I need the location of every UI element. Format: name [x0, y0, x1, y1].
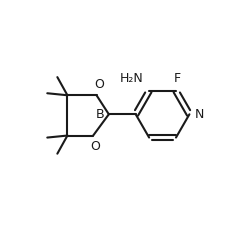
Text: O: O — [90, 140, 100, 152]
Text: O: O — [94, 78, 104, 91]
Text: F: F — [174, 72, 181, 85]
Text: B: B — [96, 108, 105, 121]
Text: H₂N: H₂N — [120, 72, 143, 85]
Text: N: N — [194, 108, 204, 121]
